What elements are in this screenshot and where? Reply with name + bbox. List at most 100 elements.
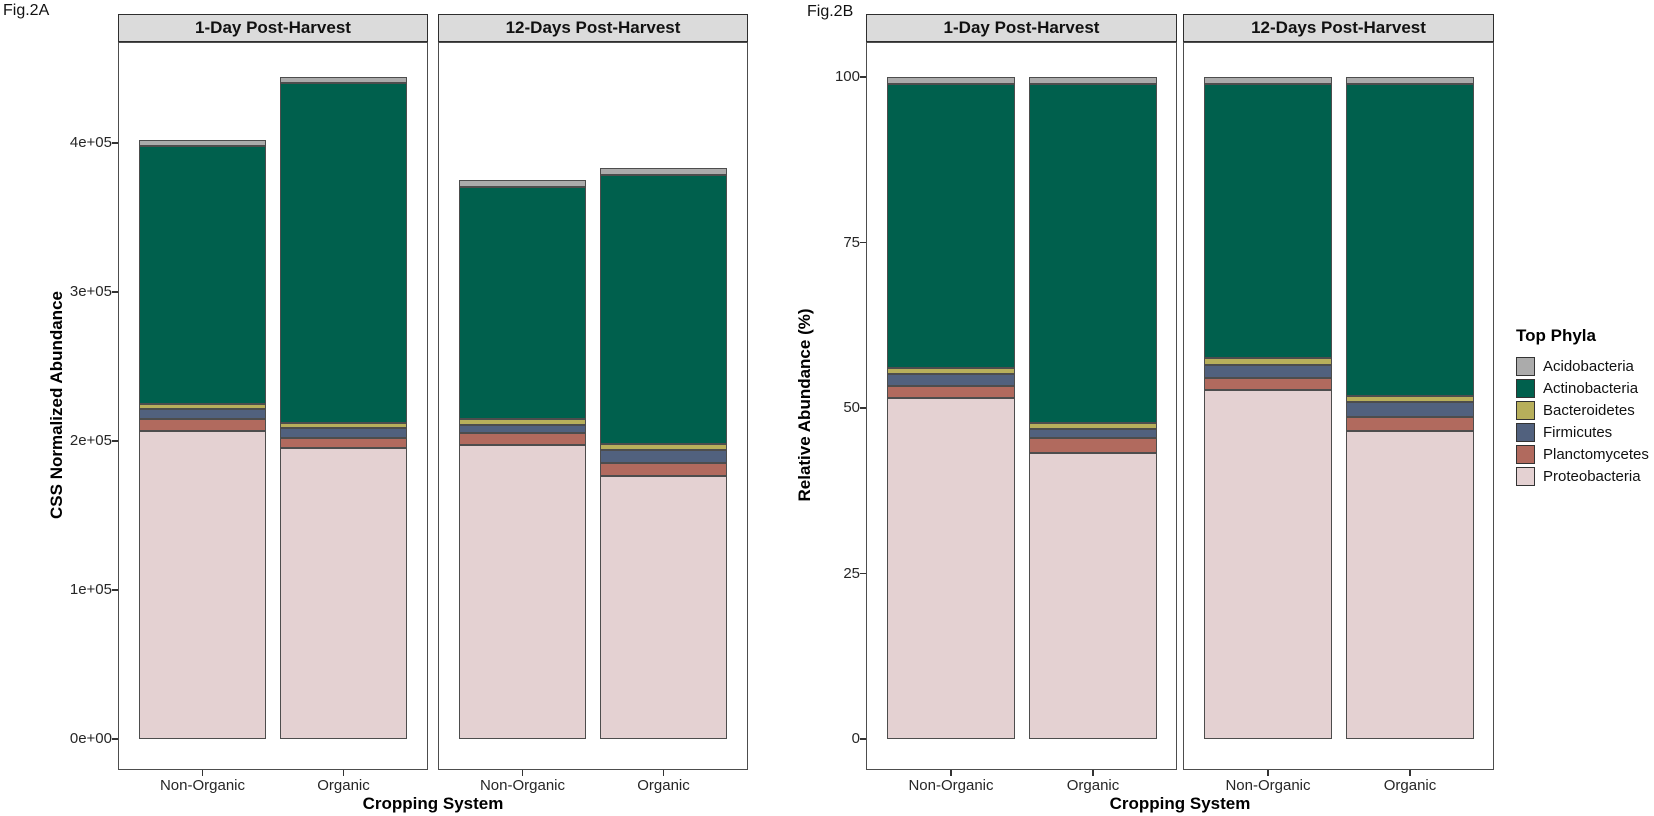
x-tick-label: Organic [637, 777, 690, 794]
legend-item-label: Actinobacteria [1543, 379, 1639, 397]
bar-segment-bacteroidetes [600, 444, 727, 451]
x-axis-tick [1092, 770, 1094, 776]
y-axis-title: CSS Normalized Abundance [47, 291, 66, 519]
y-tick-label: 100 [834, 68, 860, 85]
y-tick-label: 4e+05 [69, 134, 112, 151]
bar [1346, 77, 1474, 739]
y-axis-tick [112, 142, 118, 144]
y-axis-title: Relative Abundance (%) [795, 308, 814, 502]
bar-segment-proteobacteria [1204, 390, 1332, 739]
bar-segment-firmicutes [1029, 428, 1157, 439]
y-axis-tick [860, 241, 866, 244]
bacteroidetes-swatch [1516, 400, 1535, 420]
bar [600, 168, 727, 739]
x-tick-label: Non-Organic [908, 777, 994, 794]
bar-segment-acidobacteria [887, 77, 1015, 85]
y-axis-tick [112, 440, 118, 442]
x-tick-label: Non-Organic [1225, 777, 1311, 794]
bar-segment-bacteroidetes [139, 403, 266, 410]
bar-segment-proteobacteria [1029, 453, 1157, 739]
facet-header: 12-Days Post-Harvest [438, 14, 748, 42]
bar-segment-firmicutes [887, 374, 1015, 387]
x-axis-tick [1267, 770, 1269, 776]
y-axis-tick [860, 738, 866, 740]
y-axis-tick [860, 572, 866, 575]
bar-segment-firmicutes [1204, 364, 1332, 379]
bar [459, 180, 586, 739]
bar-segment-actinobacteria [887, 84, 1015, 369]
y-tick-label: 2e+05 [69, 432, 112, 449]
y-tick-label: 0 [851, 730, 860, 747]
bar-segment-acidobacteria [1029, 77, 1157, 85]
legend: Top Phyla Acidobacteria Actinobacteria Bac… [1516, 326, 1649, 487]
fig2b-label: Fig.2B [807, 3, 854, 20]
x-axis-tick [1409, 770, 1411, 776]
proteobacteria-swatch [1516, 466, 1535, 486]
x-axis-tick [950, 770, 952, 776]
bar-segment-bacteroidetes [459, 419, 586, 425]
legend-item-label: Bacteroidetes [1543, 401, 1635, 419]
y-tick-label: 50 [843, 399, 860, 416]
y-tick-label: 1e+05 [69, 581, 112, 598]
x-axis-tick [662, 770, 665, 776]
actinobacteria-swatch [1516, 378, 1535, 398]
x-axis-tick [342, 770, 345, 776]
bar-segment-acidobacteria [459, 180, 586, 187]
legend-item: Acidobacteria [1516, 355, 1649, 377]
bar-segment-actinobacteria [139, 145, 266, 404]
y-tick-label: 75 [843, 233, 860, 251]
legend-item-label: Firmicutes [1543, 423, 1613, 441]
bar-segment-proteobacteria [600, 475, 727, 739]
x-axis-title: Cropping System [1109, 794, 1251, 813]
firmicutes-swatch [1516, 422, 1535, 442]
y-axis-tick [112, 291, 118, 293]
bar-segment-planctomycetes [1029, 438, 1157, 453]
bar-segment-actinobacteria [1029, 84, 1157, 423]
y-tick-label: 0e+00 [69, 730, 112, 747]
bar-segment-acidobacteria [139, 140, 266, 146]
bar-segment-firmicutes [139, 409, 266, 420]
facet-header: 1-Day Post-Harvest [866, 14, 1177, 42]
x-axis-tick [521, 770, 524, 776]
x-tick-label: Organic [1066, 777, 1120, 794]
x-tick-label: Non-Organic [159, 777, 246, 794]
bar-segment-bacteroidetes [1029, 422, 1157, 429]
y-tick-label: 3e+05 [69, 283, 112, 300]
bar-segment-firmicutes [280, 428, 407, 439]
bar-segment-planctomycetes [1204, 378, 1332, 391]
y-tick-label: 25 [843, 564, 860, 582]
bar-segment-actinobacteria [459, 186, 586, 420]
x-axis-tick [201, 770, 204, 776]
bar-segment-proteobacteria [887, 398, 1015, 739]
bar-segment-proteobacteria [1346, 431, 1474, 739]
bar-segment-bacteroidetes [1204, 358, 1332, 365]
bar [887, 77, 1015, 739]
bar-segment-proteobacteria [139, 430, 266, 739]
legend-item-label: Acidobacteria [1543, 357, 1634, 375]
y-axis-tick [860, 76, 866, 78]
bar-segment-actinobacteria [1204, 84, 1332, 359]
legend-item: Planctomycetes [1516, 443, 1649, 465]
bar-segment-planctomycetes [139, 419, 266, 431]
bar-segment-acidobacteria [600, 168, 727, 175]
bar-segment-acidobacteria [1204, 77, 1332, 85]
legend-title: Top Phyla [1516, 326, 1596, 345]
y-axis-tick [860, 407, 866, 409]
bar [1029, 77, 1157, 739]
x-tick-label: Organic [317, 777, 370, 794]
bar-segment-firmicutes [1346, 402, 1474, 417]
bar-segment-planctomycetes [1346, 416, 1474, 432]
x-axis-title: Cropping System [362, 794, 504, 813]
facet-header: 12-Days Post-Harvest [1183, 14, 1494, 42]
facet-header: 1-Day Post-Harvest [118, 14, 428, 42]
bar-segment-planctomycetes [459, 433, 586, 445]
bar-segment-actinobacteria [280, 82, 407, 423]
x-tick-label: Organic [1383, 777, 1437, 794]
legend-item: Actinobacteria [1516, 377, 1649, 399]
legend-item: Proteobacteria [1516, 465, 1649, 487]
fig2a-label: Fig.2A [3, 2, 50, 19]
y-axis-tick [112, 589, 118, 591]
bar-segment-acidobacteria [280, 76, 407, 83]
bar [280, 76, 407, 739]
